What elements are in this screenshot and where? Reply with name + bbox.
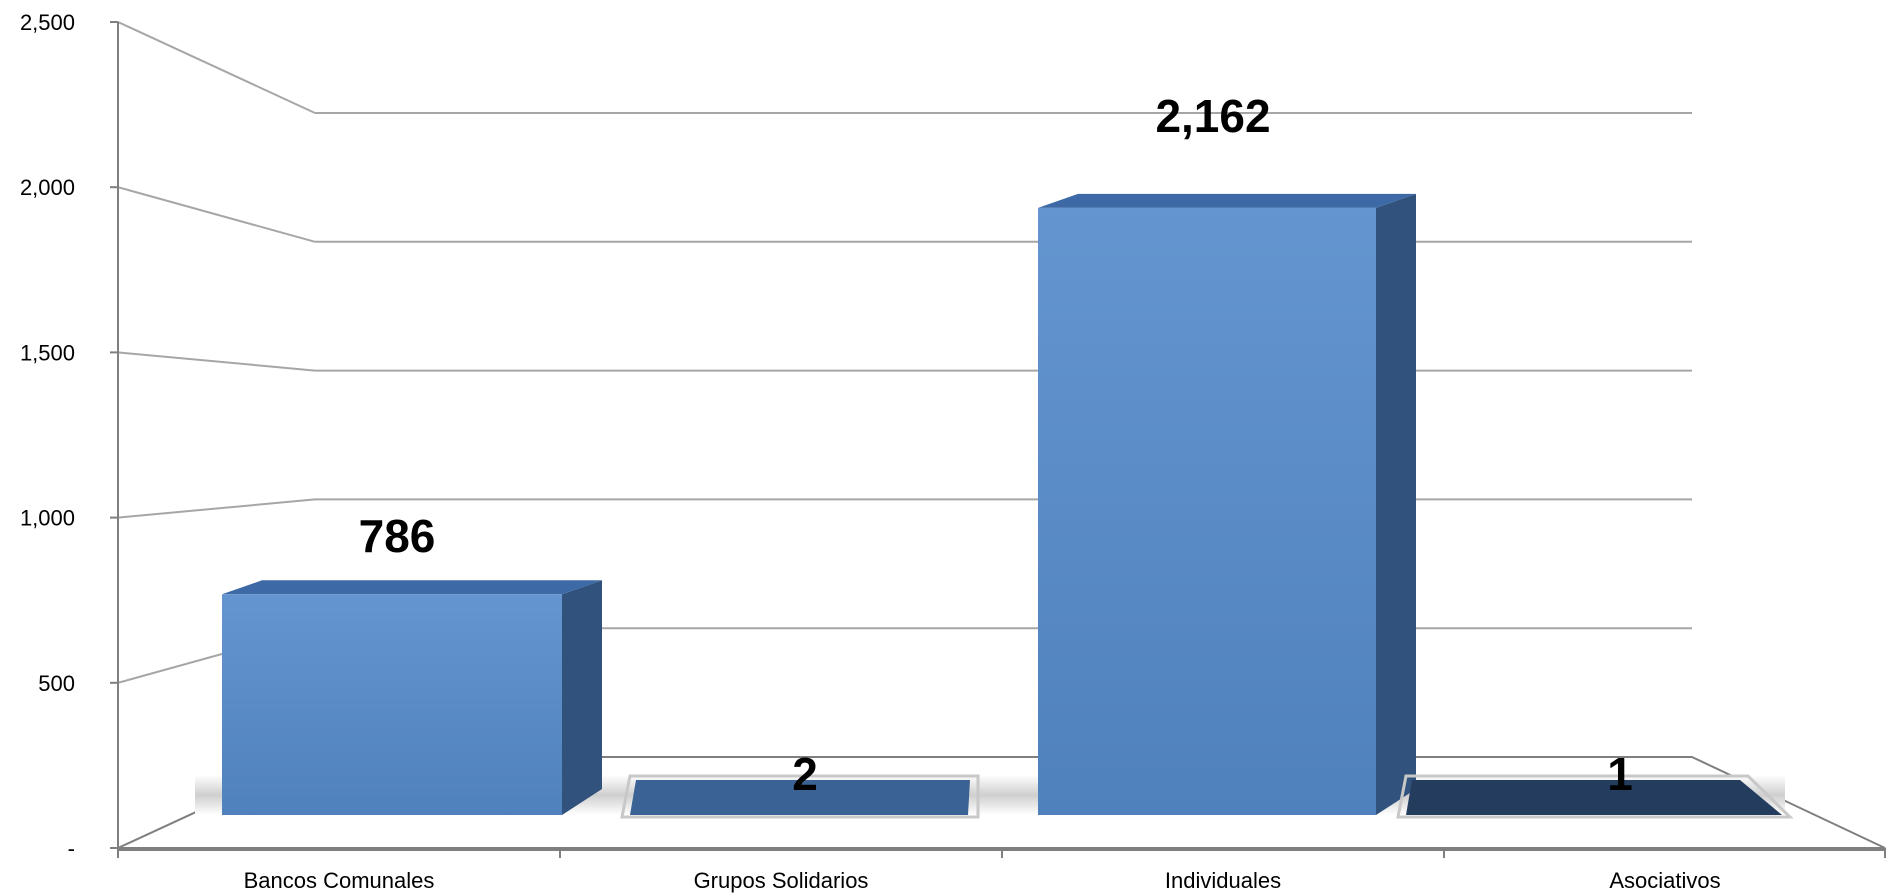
bar-0 bbox=[222, 580, 602, 815]
bar-flat-outline bbox=[620, 774, 980, 819]
bar-3 bbox=[1396, 774, 1794, 819]
data-label: 1 bbox=[1607, 748, 1633, 800]
labels: - 500 1,000 1,500 2,000 2,500 Bancos Comunales… bbox=[20, 10, 1721, 893]
data-label: 2,162 bbox=[1155, 90, 1270, 142]
data-label: 786 bbox=[359, 510, 436, 562]
x-category-label: Bancos Comunales bbox=[244, 868, 435, 893]
bar-top-face bbox=[222, 580, 602, 595]
gridline-side bbox=[117, 498, 316, 519]
bar-flat bbox=[630, 780, 970, 815]
gridline-side bbox=[117, 351, 316, 372]
bar-top-face bbox=[1038, 193, 1416, 208]
bar-1 bbox=[620, 774, 980, 819]
bars bbox=[222, 193, 1794, 819]
bar-2 bbox=[1038, 193, 1416, 815]
y-tick-label: 1,000 bbox=[20, 506, 75, 531]
bar-front-face bbox=[222, 594, 562, 815]
gridline-side bbox=[117, 186, 316, 243]
bar-flat-outline bbox=[1396, 774, 1794, 819]
y-tick-label: 2,000 bbox=[20, 175, 75, 200]
x-category-label: Asociativos bbox=[1609, 868, 1720, 893]
x-category-label: Individuales bbox=[1165, 868, 1281, 893]
bar-side-face bbox=[1376, 193, 1416, 815]
y-tick-label: 2,500 bbox=[20, 10, 75, 35]
x-category-label: Grupos Solidarios bbox=[694, 868, 869, 893]
bar-flat bbox=[1406, 780, 1782, 815]
y-tick-label: 1,500 bbox=[20, 340, 75, 365]
data-label: 2 bbox=[792, 748, 818, 800]
gridline-side bbox=[117, 21, 316, 114]
y-tick-label: 500 bbox=[38, 671, 75, 696]
y-tick-label: - bbox=[68, 836, 75, 861]
bar-front-face bbox=[1038, 207, 1376, 815]
axes bbox=[110, 21, 1886, 858]
bar-side-face bbox=[562, 580, 602, 815]
